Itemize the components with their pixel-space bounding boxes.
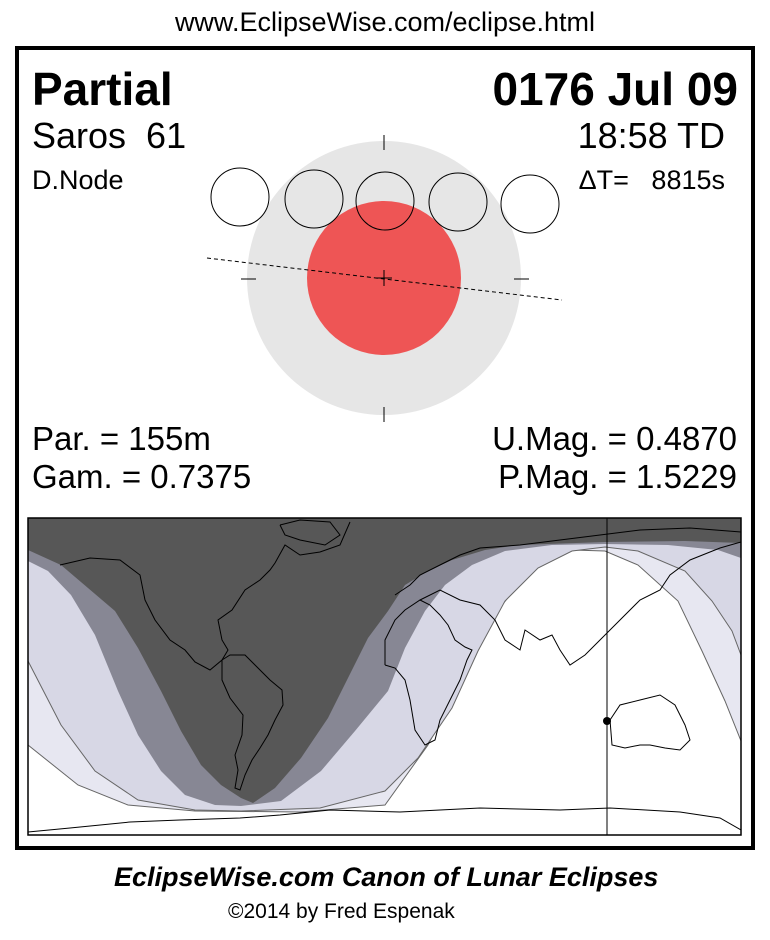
coast-africa bbox=[384, 599, 473, 746]
coast-asia-south bbox=[419, 541, 741, 666]
saros-number: Saros 61 bbox=[32, 115, 187, 156]
gamma: Gam. = 0.7375 bbox=[32, 458, 252, 495]
eclipse-date: 0176 Jul 09 bbox=[492, 63, 738, 115]
eclipse-diagram bbox=[206, 135, 563, 422]
moon-position-p4 bbox=[500, 174, 560, 234]
delta-t: ΔT= 8815s bbox=[578, 165, 725, 195]
canon-title: EclipseWise.com Canon of Lunar Eclipses bbox=[114, 862, 659, 892]
sub-lunar-point bbox=[603, 717, 611, 725]
visibility-map bbox=[27, 517, 742, 836]
source-url: www.EclipseWise.com/eclipse.html bbox=[174, 7, 596, 37]
axis-ticks bbox=[241, 135, 529, 422]
copyright: ©2014 by Fred Espenak bbox=[228, 900, 455, 923]
coast-greenland bbox=[279, 519, 341, 546]
coast-australia bbox=[609, 694, 691, 751]
moon-position-u4 bbox=[428, 172, 488, 232]
node-label: D.Node bbox=[32, 165, 124, 195]
coast-eurasia bbox=[394, 527, 741, 596]
eclipse-panel-frame bbox=[15, 46, 755, 850]
coastlines bbox=[28, 519, 741, 833]
partial-duration: Par. = 155m bbox=[32, 420, 211, 457]
eclipse-time: 18:58 TD bbox=[577, 115, 725, 156]
moon-position-p1 bbox=[210, 167, 270, 227]
umbral-magnitude: U.Mag. = 0.4870 bbox=[492, 420, 737, 457]
eclipse-type: Partial bbox=[32, 63, 173, 115]
moon-position-greatest bbox=[355, 171, 415, 231]
moon-position-u1 bbox=[284, 169, 344, 229]
night-zone bbox=[28, 518, 741, 803]
penumbral-magnitude: P.Mag. = 1.5229 bbox=[498, 458, 737, 495]
coast-americas bbox=[59, 521, 351, 671]
coast-south-america bbox=[221, 654, 284, 791]
coast-antarctica bbox=[28, 807, 741, 833]
